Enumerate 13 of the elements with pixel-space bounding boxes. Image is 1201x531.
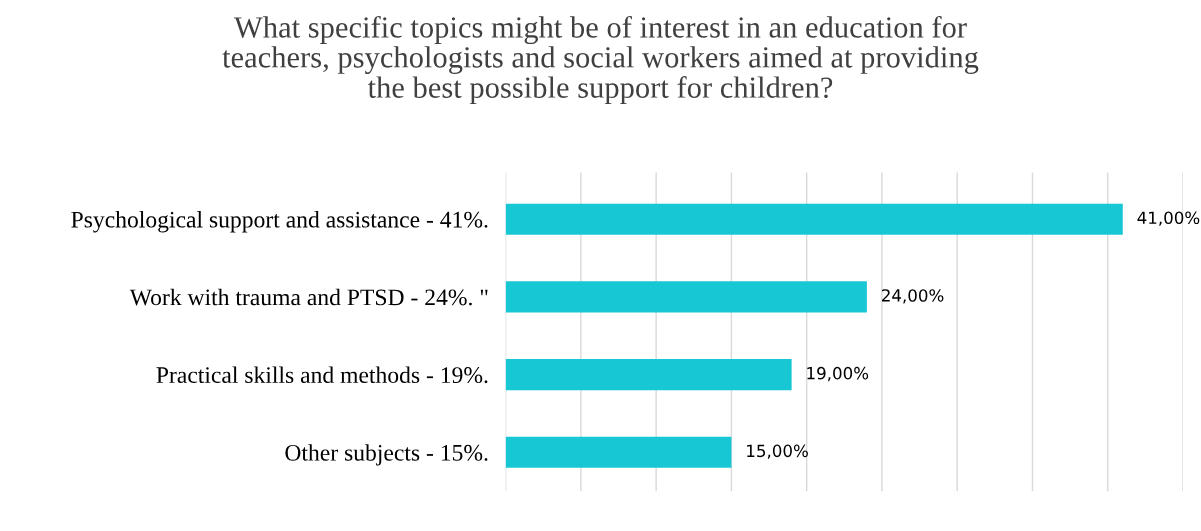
data-label: 41,00% <box>1137 211 1200 226</box>
y-tick-label: Work with trauma and PTSD - 24%. " <box>129 288 488 306</box>
chart-title: What specific topics might be of interest in an education for teachers, psychologists and social workers aimed at providing the best possible support for children? <box>222 15 979 105</box>
data-label: 15,00% <box>747 444 808 459</box>
y-tick-label: Practical skills and methods - 19%. <box>156 366 488 384</box>
data-label: 24,00% <box>881 289 944 304</box>
bar <box>505 203 1123 235</box>
y-tick-label: Other subjects - 15%. <box>285 444 488 466</box>
bar <box>505 281 867 313</box>
bar <box>505 436 732 468</box>
bar <box>505 359 792 391</box>
y-tick-label: Psychological support and assistance - 41%. <box>71 211 488 233</box>
data-label: 19,00% <box>807 366 869 382</box>
